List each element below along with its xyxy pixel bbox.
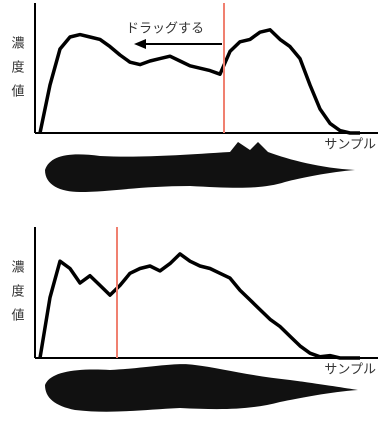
sample-image bbox=[45, 142, 355, 192]
sample-image bbox=[45, 364, 358, 412]
figure: 濃度値サンプルドラッグする濃度値サンプル bbox=[0, 0, 379, 421]
density-line bbox=[40, 30, 360, 133]
annotation: ドラッグする bbox=[126, 22, 204, 37]
y-axis-label: 濃度値 bbox=[9, 260, 25, 332]
drag-arrow-head bbox=[134, 39, 146, 49]
x-axis-label: サンプル bbox=[324, 363, 376, 378]
density-line bbox=[40, 254, 360, 358]
x-axis-label: サンプル bbox=[324, 138, 376, 153]
y-axis-label: 濃度値 bbox=[9, 36, 25, 108]
